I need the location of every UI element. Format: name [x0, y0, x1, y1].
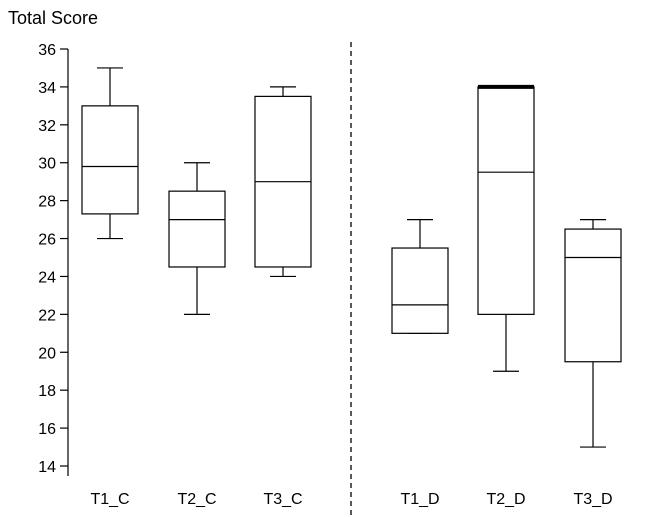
- x-axis-labels: T1_C T2_C T3_C T1_D T2_D T3_D: [90, 491, 612, 508]
- y-tick-label: 18: [38, 383, 56, 400]
- x-tick-label: T1_D: [400, 491, 439, 508]
- box-t1-d: [391, 218, 449, 334]
- x-tick-label: T1_C: [90, 491, 129, 508]
- iqr-box: [81, 105, 139, 215]
- box-t2-d: [477, 84, 535, 372]
- x-tick-label: T3_D: [573, 491, 612, 508]
- y-tick-label: 30: [38, 156, 56, 173]
- box-series: [81, 67, 622, 448]
- box-t3-c: [254, 86, 312, 278]
- y-tick-label: 14: [38, 459, 56, 476]
- x-tick-label: T3_C: [263, 491, 302, 508]
- iqr-box: [391, 247, 449, 334]
- iqr-box: [564, 228, 622, 363]
- y-axis: 14 16 18 20 22 24 26 28 30 32 34 36: [38, 42, 69, 476]
- box-t2-c: [168, 162, 226, 315]
- iqr-box: [477, 86, 535, 315]
- iqr-box: [168, 190, 226, 268]
- x-tick-label: T2_D: [486, 491, 525, 508]
- y-tick-label: 26: [38, 232, 56, 249]
- y-tick-label: 22: [38, 307, 56, 324]
- y-tick-label: 32: [38, 118, 56, 135]
- y-tick-label: 16: [38, 421, 56, 438]
- y-axis-title: Total Score: [8, 8, 99, 28]
- y-tick-label: 20: [38, 345, 56, 362]
- y-tick-label: 34: [38, 80, 56, 97]
- y-tick-label: 24: [38, 269, 56, 286]
- x-tick-label: T2_C: [177, 491, 216, 508]
- y-tick-label: 36: [38, 42, 56, 59]
- y-tick-label: 28: [38, 194, 56, 211]
- box-t3-d: [564, 218, 622, 448]
- box-t1-c: [81, 67, 139, 240]
